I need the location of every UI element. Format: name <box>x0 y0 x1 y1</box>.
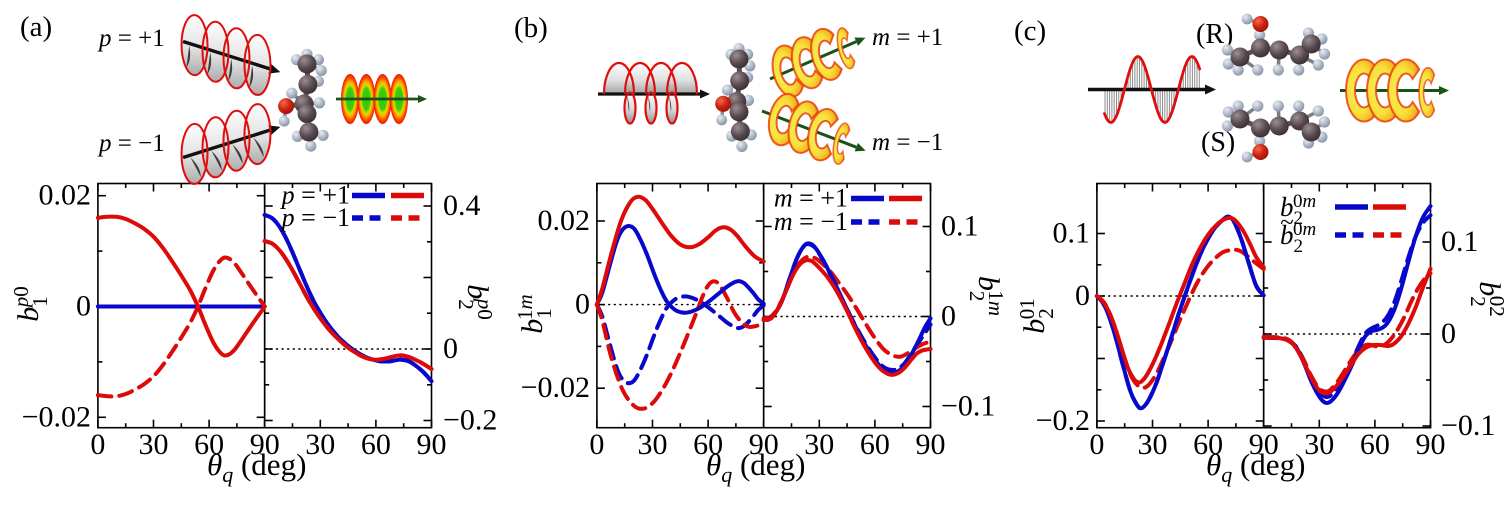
svg-text:30: 30 <box>638 428 668 461</box>
svg-text:0.4: 0.4 <box>443 189 481 222</box>
svg-text:0: 0 <box>941 300 956 333</box>
svg-text:(b): (b) <box>514 12 548 44</box>
svg-text:30: 30 <box>1304 428 1334 461</box>
svg-text:b202: b202 <box>1466 281 1507 317</box>
svg-text:90: 90 <box>1416 428 1446 461</box>
svg-text:60: 60 <box>1193 428 1223 461</box>
svg-text:~: ~ <box>1280 209 1294 236</box>
svg-text:−0.1: −0.1 <box>1441 409 1495 442</box>
svg-text:−0.02: −0.02 <box>22 400 91 433</box>
svg-text:30: 30 <box>1138 428 1168 461</box>
svg-text:30: 30 <box>139 428 169 461</box>
svg-text:(a): (a) <box>20 11 52 43</box>
svg-text:0: 0 <box>1075 279 1090 312</box>
svg-text:b21m: b21m <box>965 276 1008 316</box>
svg-text:90: 90 <box>250 428 280 461</box>
svg-text:−0.1: −0.1 <box>941 390 995 423</box>
svg-text:90: 90 <box>417 428 447 461</box>
svg-text:90: 90 <box>1249 428 1279 461</box>
svg-text:p = +1: p = +1 <box>280 181 350 210</box>
svg-text:0: 0 <box>1089 428 1104 461</box>
svg-text:60: 60 <box>693 428 723 461</box>
svg-text:60: 60 <box>1360 428 1390 461</box>
svg-text:−0.02: −0.02 <box>521 371 590 404</box>
svg-text:m = +1: m = +1 <box>774 184 848 213</box>
svg-text:0.02: 0.02 <box>39 179 92 212</box>
svg-text:b2p0: b2p0 <box>454 284 497 320</box>
svg-text:0.1: 0.1 <box>941 210 979 243</box>
svg-text:b201: b201 <box>1015 298 1058 334</box>
svg-text:0: 0 <box>1441 317 1456 350</box>
svg-text:60: 60 <box>361 428 391 461</box>
svg-text:90: 90 <box>749 428 779 461</box>
svg-text:0: 0 <box>443 332 458 365</box>
svg-text:θq (deg): θq (deg) <box>706 447 805 487</box>
svg-text:−0.2: −0.2 <box>443 404 497 437</box>
svg-text:30: 30 <box>804 428 834 461</box>
svg-text:θq (deg): θq (deg) <box>207 447 306 487</box>
svg-text:(S): (S) <box>1201 127 1235 158</box>
svg-text:0.1: 0.1 <box>1441 225 1479 258</box>
svg-text:60: 60 <box>860 428 890 461</box>
svg-text:p = −1: p = −1 <box>280 203 350 232</box>
svg-text:m = +1: m = +1 <box>872 24 943 51</box>
svg-text:0: 0 <box>90 428 105 461</box>
svg-text:0.1: 0.1 <box>1053 217 1091 250</box>
svg-text:0: 0 <box>575 288 590 321</box>
svg-text:90: 90 <box>916 428 946 461</box>
svg-text:30: 30 <box>305 428 335 461</box>
svg-text:0: 0 <box>589 428 604 461</box>
svg-text:m = −1: m = −1 <box>774 207 848 236</box>
svg-text:b20m: b20m <box>1280 219 1316 257</box>
svg-text:0.02: 0.02 <box>538 204 591 237</box>
svg-text:m = −1: m = −1 <box>872 129 943 156</box>
svg-text:θq (deg): θq (deg) <box>1206 447 1305 487</box>
svg-text:b11m: b11m <box>513 294 556 333</box>
svg-text:p = +1: p = +1 <box>97 25 165 52</box>
svg-text:(c): (c) <box>1014 15 1046 47</box>
svg-text:−0.2: −0.2 <box>1036 404 1090 437</box>
svg-text:b1p0: b1p0 <box>9 286 52 322</box>
svg-text:0: 0 <box>76 290 91 323</box>
svg-text:60: 60 <box>194 428 224 461</box>
svg-text:p = −1: p = −1 <box>97 130 165 157</box>
svg-text:b20m: b20m <box>1280 191 1316 229</box>
